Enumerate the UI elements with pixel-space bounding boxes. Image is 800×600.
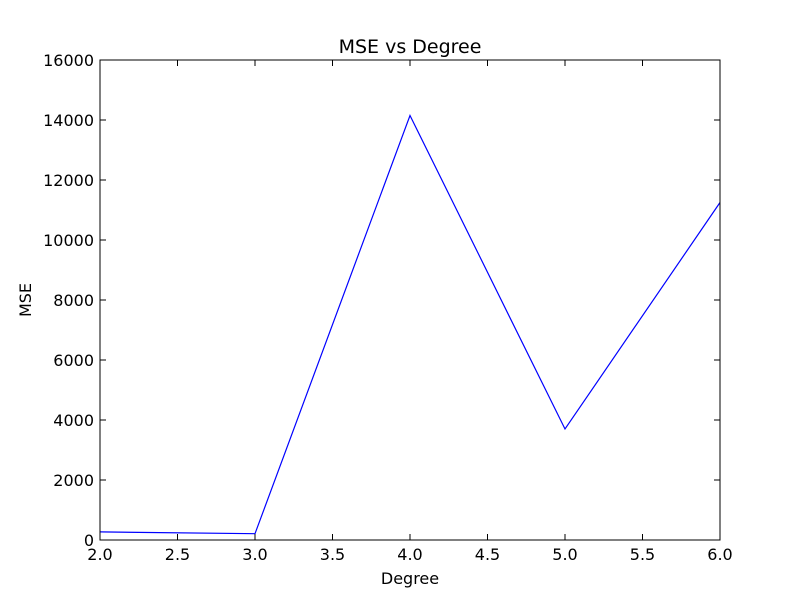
- y-tick-label: 0: [84, 531, 94, 550]
- x-tick-label: 4.0: [397, 545, 422, 564]
- x-tick-label: 3.5: [320, 545, 345, 564]
- series-layer: [99, 113, 721, 535]
- y-tick-label: 14000: [43, 111, 94, 130]
- y-tick-label: 12000: [43, 171, 94, 190]
- x-tick-labels: 2.0 2.5 3.0 3.5 4.0 4.5 5.0 5.5 6.0: [87, 545, 732, 564]
- x-tick-label: 5.0: [552, 545, 577, 564]
- x-tick-label: 2.0: [87, 545, 112, 564]
- x-tick-label: 3.0: [242, 545, 267, 564]
- x-tick-label: 4.5: [475, 545, 500, 564]
- y-tick-labels: 0 2000 4000 6000 8000 10000 12000 14000 16000: [43, 51, 94, 550]
- x-tick-label: 5.5: [630, 545, 655, 564]
- y-tick-label: 6000: [53, 351, 94, 370]
- y-tick-label: 16000: [43, 51, 94, 70]
- y-tick-label: 4000: [53, 411, 94, 430]
- chart-title: MSE vs Degree: [339, 36, 482, 58]
- y-axis-title: MSE: [16, 283, 35, 317]
- series-line-0: [99, 113, 721, 535]
- y-tick-label: 8000: [53, 291, 94, 310]
- y-tick-label: 2000: [53, 471, 94, 490]
- y-tick-label: 10000: [43, 231, 94, 250]
- ticks-layer: [99, 59, 721, 541]
- x-axis-title: Degree: [381, 569, 439, 588]
- x-tick-label: 2.5: [165, 545, 190, 564]
- x-tick-label: 6.0: [707, 545, 732, 564]
